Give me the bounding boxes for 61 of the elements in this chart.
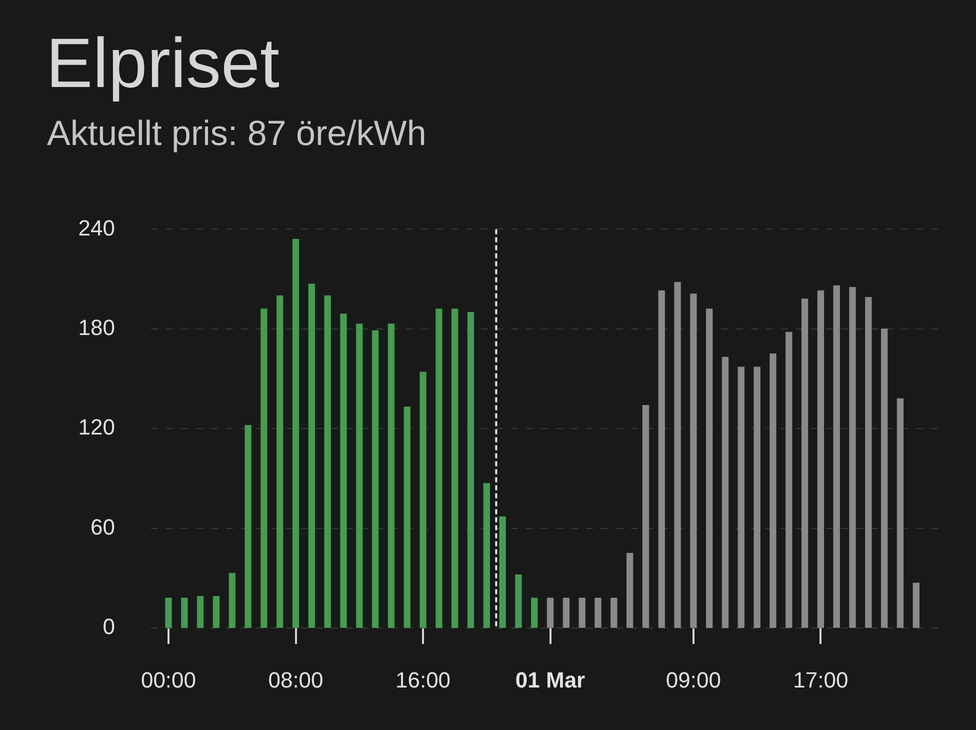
y-tick-label: 120 [78,414,115,440]
bar [483,483,490,628]
bar [436,308,442,628]
bar [594,598,602,628]
bar [674,282,681,628]
bar [420,372,426,628]
bar [340,314,347,628]
bar [833,285,840,628]
bar [849,287,856,628]
bar [642,405,650,628]
bar [896,398,904,628]
chart-title: Elpriset [46,23,280,104]
bar [722,356,729,628]
bar [452,308,458,628]
x-tick-label: 17:00 [793,667,848,692]
bar [770,353,776,628]
bar [196,596,204,628]
y-tick-label: 240 [78,215,115,240]
x-tick-label: 08:00 [268,667,324,692]
bar [912,582,920,628]
bar [865,297,872,628]
bar [372,330,379,628]
bar [754,366,760,628]
bar [308,284,315,628]
bar [356,324,363,628]
bar [276,295,284,628]
bar [515,574,522,628]
bar [817,290,824,628]
bar [880,328,888,628]
bar [626,552,634,628]
bar [260,308,268,628]
bar [292,238,300,628]
bar [165,598,172,628]
chart-subtitle: Aktuellt pris: 87 öre/kWh [47,113,426,155]
bar [658,290,665,628]
bar [404,406,410,628]
x-tick-label: 16:00 [395,667,451,692]
bar [499,516,506,628]
bar [786,332,792,628]
bar [324,295,331,628]
bar [531,598,538,628]
x-tick-label: 01 Mar [515,667,586,692]
y-tick-label: 60 [90,514,115,540]
bar [706,308,713,628]
x-tick-label: 09:00 [666,667,721,692]
y-tick-label: 0 [102,614,115,640]
bar [690,294,697,628]
y-tick-label: 180 [78,314,115,340]
bar [562,598,570,628]
bar [388,324,395,628]
bar [578,598,586,628]
x-tick-label: 00:00 [140,667,196,692]
bar [610,598,618,628]
bar [181,598,188,628]
bar [467,312,474,628]
bar [738,366,744,628]
bar [244,424,252,628]
bar [546,598,554,628]
bar [801,298,808,628]
bar [212,596,220,628]
bar [228,572,236,628]
